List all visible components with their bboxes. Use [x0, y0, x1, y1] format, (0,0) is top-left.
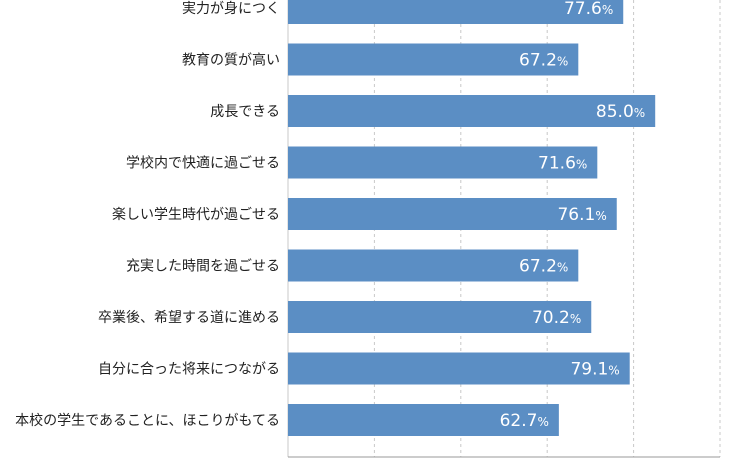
bar: [288, 95, 656, 127]
category-label: 楽しい学生時代が過ごせる: [112, 207, 280, 223]
category-label: 学校内で快適に過ごせる: [126, 155, 280, 172]
category-label: 教育の質が高い: [182, 52, 280, 69]
value-label: 71.6%: [538, 154, 587, 174]
value-unit: %: [557, 55, 568, 69]
value-unit: %: [576, 158, 587, 172]
category-labels: 実力が身につく教育の質が高い成長できる学校内で快適に過ごせる楽しい学生時代が過ご…: [15, 1, 280, 429]
value-number: 62.7: [500, 411, 538, 431]
value-unit: %: [557, 261, 568, 275]
bar: [288, 352, 630, 385]
value-label: 79.1%: [570, 360, 619, 380]
value-number: 70.2: [532, 308, 570, 328]
bar: [288, 0, 624, 24]
value-unit: %: [537, 415, 548, 429]
category-label: 卒業後、希望する道に進める: [98, 310, 280, 326]
bar: [288, 404, 559, 436]
bars: [288, 0, 656, 436]
value-label: 67.2%: [519, 257, 568, 277]
category-label: 充実した時間を過ごせる: [126, 259, 280, 275]
bar: [288, 249, 579, 282]
bar: [288, 301, 592, 333]
value-number: 85.0: [596, 102, 634, 122]
value-label: 85.0%: [596, 102, 645, 122]
value-number: 77.6: [564, 0, 602, 19]
category-label: 成長できる: [210, 104, 280, 120]
category-label: 自分に合った将来につながる: [98, 362, 280, 378]
category-label: 本校の学生であることに、ほこりがもてる: [15, 412, 280, 429]
value-number: 67.2: [519, 257, 557, 277]
value-unit: %: [634, 106, 645, 120]
value-unit: %: [602, 3, 613, 17]
value-label: 67.2%: [519, 51, 568, 71]
value-number: 76.1: [557, 205, 595, 225]
category-label: 実力が身につく: [182, 1, 280, 17]
value-label: 76.1%: [557, 205, 606, 225]
value-label: 70.2%: [532, 308, 581, 328]
value-label: 77.6%: [564, 0, 613, 19]
value-label: 62.7%: [500, 411, 549, 431]
value-unit: %: [570, 312, 581, 326]
value-unit: %: [608, 364, 619, 378]
value-unit: %: [595, 209, 606, 223]
bar: [288, 198, 617, 230]
value-number: 71.6: [538, 154, 576, 174]
value-labels: 77.6%67.2%85.0%71.6%76.1%67.2%70.2%79.1%…: [500, 0, 646, 431]
bar: [288, 43, 579, 76]
value-number: 67.2: [519, 51, 557, 71]
bar: [288, 146, 598, 179]
value-number: 79.1: [570, 360, 608, 380]
